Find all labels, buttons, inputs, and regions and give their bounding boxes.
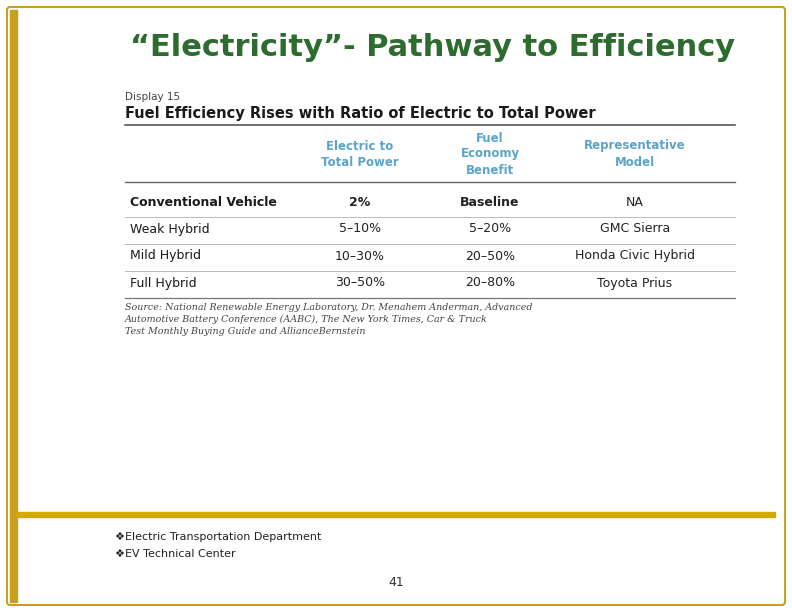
Text: Source: National Renewable Energy Laboratory, Dr. Menahem Anderman, Advanced
Aut: Source: National Renewable Energy Labora… (125, 303, 532, 337)
Text: ❖Electric Transportation Department: ❖Electric Transportation Department (115, 532, 322, 542)
Text: Honda Civic Hybrid: Honda Civic Hybrid (575, 250, 695, 263)
Text: 30–50%: 30–50% (335, 277, 385, 289)
Text: 5–20%: 5–20% (469, 223, 511, 236)
Text: Weak Hybrid: Weak Hybrid (130, 223, 210, 236)
Bar (10, 10, 17, 602)
Text: 5–10%: 5–10% (339, 223, 381, 236)
Text: 20–50%: 20–50% (465, 250, 515, 263)
Text: Mild Hybrid: Mild Hybrid (130, 250, 201, 263)
Text: 41: 41 (388, 575, 404, 589)
Text: NA: NA (626, 195, 644, 209)
Text: “Electricity”- Pathway to Efficiency: “Electricity”- Pathway to Efficiency (130, 32, 735, 61)
Text: Fuel
Economy
Benefit: Fuel Economy Benefit (460, 132, 520, 176)
Bar (17, 512, 775, 517)
Text: Display 15: Display 15 (125, 92, 180, 102)
Text: 2%: 2% (349, 195, 371, 209)
Text: Representative
Model: Representative Model (584, 140, 686, 168)
Text: 20–80%: 20–80% (465, 277, 515, 289)
Text: Conventional Vehicle: Conventional Vehicle (130, 195, 277, 209)
Text: ❖EV Technical Center: ❖EV Technical Center (115, 549, 236, 559)
Text: Full Hybrid: Full Hybrid (130, 277, 196, 289)
Text: Baseline: Baseline (460, 195, 520, 209)
Text: Electric to
Total Power: Electric to Total Power (321, 140, 399, 168)
Text: 10–30%: 10–30% (335, 250, 385, 263)
Text: GMC Sierra: GMC Sierra (600, 223, 670, 236)
Text: Fuel Efficiency Rises with Ratio of Electric to Total Power: Fuel Efficiency Rises with Ratio of Elec… (125, 106, 596, 121)
Text: Toyota Prius: Toyota Prius (597, 277, 672, 289)
